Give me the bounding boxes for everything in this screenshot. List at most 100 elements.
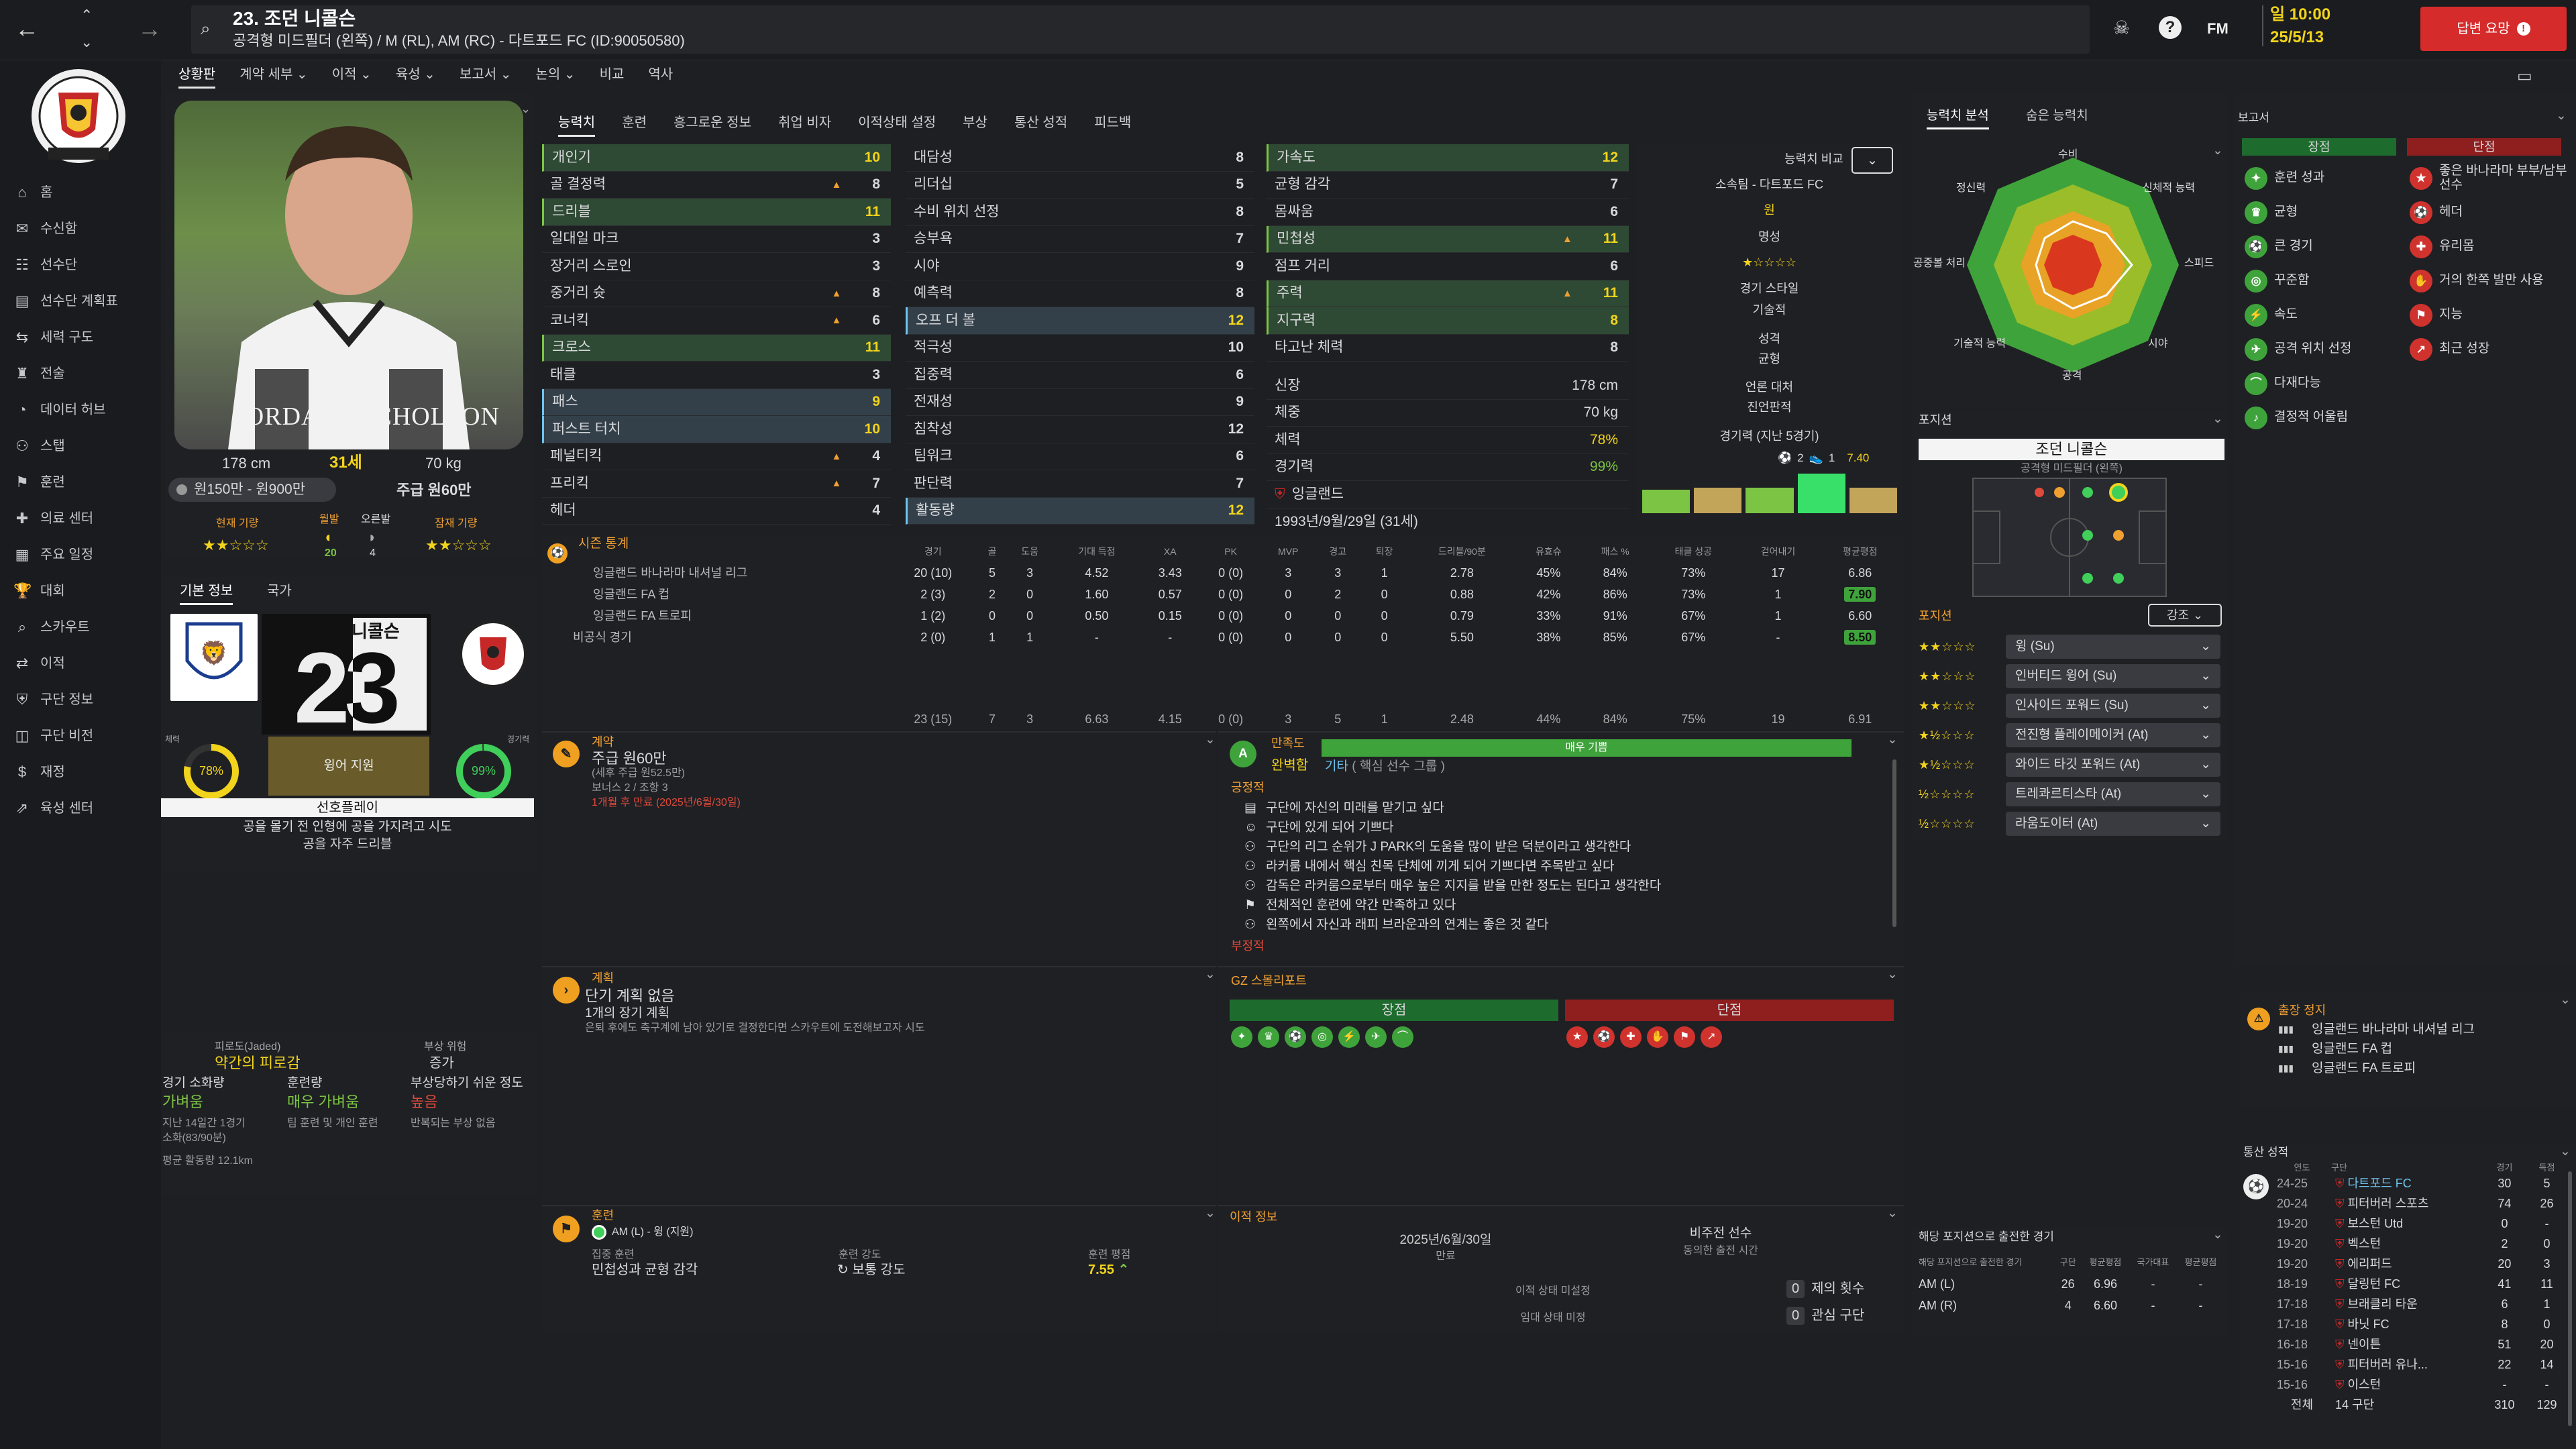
ban-menu-icon[interactable]: ⌄ xyxy=(2560,993,2571,1007)
sidebar-item[interactable]: ⚇ 스탭 xyxy=(0,428,161,464)
sidebar-item[interactable]: ⇄ 이적 xyxy=(0,645,161,682)
england-crest[interactable]: 🦁 xyxy=(170,614,258,701)
subnav-tab[interactable]: 육성 ⌄ xyxy=(395,67,435,82)
subnav-tab[interactable]: 비교 xyxy=(599,67,625,82)
transfer-collapse-icon[interactable]: ⌄ xyxy=(1887,1206,1898,1220)
analysis-menu-icon[interactable]: ⌄ xyxy=(2212,144,2223,158)
down-arrow-icon[interactable]: ⌄ xyxy=(80,34,93,50)
sidebar-item[interactable]: ⌕ 스카우트 xyxy=(0,609,161,645)
roles-title[interactable]: 포지션 xyxy=(1919,609,1952,623)
role-row[interactable]: ½☆☆☆☆ 라움도이터 (At) ⌄ xyxy=(1919,809,2220,839)
career-row[interactable]: 19-20 ⛨ 에리퍼드 20 3 xyxy=(2273,1254,2568,1274)
career-row[interactable]: 19-20 ⛨ 벡스턴 2 0 xyxy=(2273,1234,2568,1254)
career-row[interactable]: 17-18 ⛨ 바닛 FC 8 0 xyxy=(2273,1314,2568,1334)
sidebar-item[interactable]: ⚑ 훈련 xyxy=(0,464,161,500)
career-row[interactable]: 20-24 ⛨ 피터버러 스포츠 74 26 xyxy=(2273,1193,2568,1214)
bio-nation-row[interactable]: ⛨ 잉글랜드 xyxy=(1267,481,1629,508)
plans-collapse-icon[interactable]: ⌄ xyxy=(1205,967,1216,981)
contract-collapse-icon[interactable]: ⌄ xyxy=(1205,733,1216,747)
sidebar-item[interactable]: ⌂ 홈 xyxy=(0,174,161,211)
attribute-tab[interactable]: 능력치 xyxy=(558,115,596,137)
scout-trait-icon[interactable]: ⚑ xyxy=(1674,1026,1695,1048)
scout-trait-icon[interactable]: ↗ xyxy=(1701,1026,1722,1048)
help-icon[interactable]: ? xyxy=(2159,16,2182,39)
forward-button[interactable]: → xyxy=(138,15,162,42)
scout-trait-icon[interactable]: ⌒ xyxy=(1392,1026,1413,1048)
season-col-header[interactable]: 경기 xyxy=(924,545,942,557)
career-scrollbar[interactable] xyxy=(2568,1171,2572,1426)
scout-trait-icon[interactable]: ✋ xyxy=(1647,1026,1668,1048)
career-row[interactable]: 19-20 ⛨ 보스턴 Utd 0 - xyxy=(2273,1214,2568,1234)
sidebar-item[interactable]: ⇗ 육성 센터 xyxy=(0,790,161,826)
role-dropdown[interactable]: 전진형 플레이메이커 (At) ⌄ xyxy=(2006,723,2220,747)
scout-trait-icon[interactable]: ✚ xyxy=(1620,1026,1642,1048)
sidebar-item[interactable]: ♜ 전술 xyxy=(0,356,161,392)
position-menu-icon[interactable]: ⌄ xyxy=(2212,412,2223,426)
role-dropdown[interactable]: 와이드 타깃 포워드 (At) ⌄ xyxy=(2006,753,2220,777)
scout-trait-icon[interactable]: ✈ xyxy=(1365,1026,1387,1048)
scout-trait-icon[interactable]: ★ xyxy=(1566,1026,1588,1048)
season-col-header[interactable]: 걷어내기 xyxy=(1760,545,1796,557)
attribute-tab[interactable]: 흥그로운 정보 xyxy=(674,115,751,130)
season-row[interactable]: 잉글랜드 FA 컵 2 (3) 2 0 1.60 0.57 0 (0) 0 2 0 0.88 42% 8… xyxy=(573,584,1901,605)
role-dropdown[interactable]: 윙 (Su) ⌄ xyxy=(2006,635,2220,659)
scout-trait-icon[interactable]: ⚡ xyxy=(1338,1026,1360,1048)
attribute-tab[interactable]: 통산 성적 xyxy=(1014,115,1068,130)
season-row[interactable]: 잉글랜드 바나라마 내셔널 리그 20 (10) 5 3 4.52 3.43 0 (0) 3 3… xyxy=(573,562,1901,584)
plans-title[interactable]: 계획 xyxy=(592,971,614,985)
sidebar-item[interactable]: ⇆ 세력 구도 xyxy=(0,319,161,356)
played-menu-icon[interactable]: ⌄ xyxy=(2212,1228,2223,1242)
tab-nationality[interactable]: 국가 xyxy=(267,584,292,598)
club-crest[interactable] xyxy=(28,66,129,173)
subnav-tab[interactable]: 역사 xyxy=(648,67,674,82)
sidebar-item[interactable]: ◫ 구단 비전 xyxy=(0,718,161,754)
satisfaction-scrollbar[interactable] xyxy=(1892,759,1896,927)
career-row[interactable]: 15-16 ⛨ 이스턴 - - xyxy=(2273,1375,2568,1395)
sidebar-item[interactable]: ☷ 선수단 xyxy=(0,247,161,283)
roles-filter-button[interactable]: 강조 ⌄ xyxy=(2148,604,2222,627)
career-row[interactable]: 15-16 ⛨ 피터버러 유나... 22 14 xyxy=(2273,1354,2568,1375)
role-row[interactable]: ½☆☆☆☆ 트레콰르티스타 (At) ⌄ xyxy=(1919,780,2220,809)
career-row[interactable]: 16-18 ⛨ 넨이튼 51 20 xyxy=(2273,1334,2568,1354)
up-arrow-icon[interactable]: ⌃ xyxy=(80,7,93,23)
sidebar-item[interactable]: ◔ 데이터 허브 xyxy=(0,392,161,428)
scout-trait-icon[interactable]: ◎ xyxy=(1311,1026,1333,1048)
sidebar-item[interactable]: $ 재정 xyxy=(0,754,161,790)
tab-attribute-analysis[interactable]: 능력치 분석 xyxy=(1927,109,1989,129)
career-row[interactable]: 18-19 ⛨ 달링턴 FC 41 11 xyxy=(2273,1274,2568,1294)
season-title[interactable]: 시즌 통계 xyxy=(578,537,629,551)
attribute-tab[interactable]: 취업 비자 xyxy=(777,115,832,130)
season-col-header[interactable]: 경고 xyxy=(1329,545,1347,557)
ban-title[interactable]: 출장 정지 xyxy=(2278,1004,2326,1017)
contract-title[interactable]: 계약 xyxy=(592,735,614,749)
season-col-header[interactable]: 유효슈 xyxy=(1536,545,1562,557)
subnav-tab[interactable]: 이적 ⌄ xyxy=(331,67,372,82)
attribute-tab[interactable]: 피드백 xyxy=(1094,115,1132,130)
season-col-header[interactable]: 골 xyxy=(987,545,997,557)
scout-trait-icon[interactable]: ♛ xyxy=(1258,1026,1279,1048)
sidebar-item[interactable]: ✉ 수신함 xyxy=(0,211,161,247)
sidebar-item[interactable]: ✚ 의료 센터 xyxy=(0,500,161,537)
season-row[interactable]: 비공식 경기 2 (0) 1 1 - - 0 (0) 0 0 0 5.50 38% 85% 67% - 8.5… xyxy=(573,627,1901,648)
tab-hidden-attributes[interactable]: 숨은 능력치 xyxy=(2026,109,2088,123)
subnav-tab[interactable]: 계약 세부 ⌄ xyxy=(239,67,308,82)
skull-icon[interactable]: ☠ xyxy=(2113,17,2131,38)
career-menu-icon[interactable]: ⌄ xyxy=(2560,1144,2571,1159)
photo-menu-icon[interactable]: ⌄ xyxy=(521,102,531,115)
season-col-header[interactable]: 평균평점 xyxy=(1843,545,1878,557)
subnav-tab[interactable]: 상황판 xyxy=(178,67,216,89)
scout-collapse-icon[interactable]: ⌄ xyxy=(1887,967,1898,981)
fm-menu-button[interactable]: FM xyxy=(2207,20,2229,37)
career-row[interactable]: 24-25 ⛨ 다트포드 FC 30 5 xyxy=(2273,1173,2568,1193)
title-box[interactable]: ⌕ 23. 조던 니콜슨 공격형 미드필더 (왼쪽) / M (RL), AM … xyxy=(191,5,2090,54)
continue-button[interactable]: 답변 요망 ! xyxy=(2420,7,2567,51)
sidebar-item[interactable]: ▦ 주요 일정 xyxy=(0,537,161,573)
role-row[interactable]: ★★☆☆☆ 윙 (Su) ⌄ xyxy=(1919,632,2220,661)
season-col-header[interactable]: 태클 성공 xyxy=(1674,545,1712,557)
role-row[interactable]: ★½☆☆☆ 전진형 플레이메이커 (At) ⌄ xyxy=(1919,720,2220,750)
back-button[interactable]: ← xyxy=(15,15,39,42)
date-display[interactable]: 일 10:00 25/5/13 xyxy=(2262,5,2330,47)
season-col-header[interactable]: 기대 득점 xyxy=(1078,545,1116,557)
season-col-header[interactable]: 도움 xyxy=(1021,545,1039,557)
subnav-tab[interactable]: 논의 ⌄ xyxy=(535,67,576,82)
